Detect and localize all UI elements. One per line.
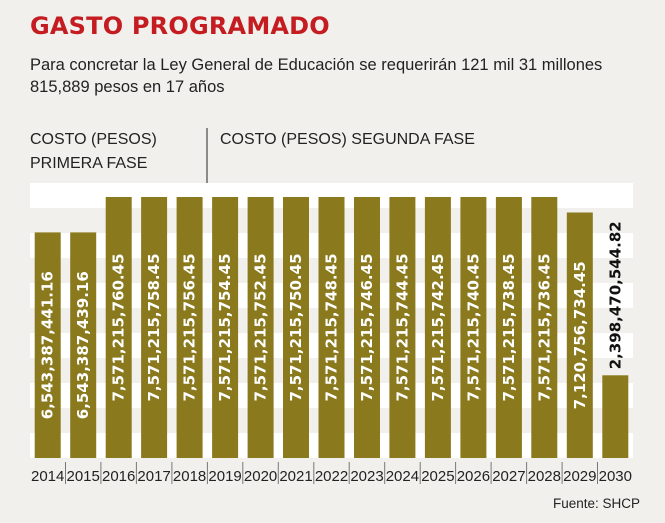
value-label-2030: 2,398,470,544.82 (606, 221, 624, 369)
x-tick-label-2026: 2026 (457, 468, 490, 485)
value-label-2029: 7,120,756,734.45 (571, 261, 589, 409)
source-note: Fuente: SHCP (552, 496, 640, 511)
phase-one-label: COSTO (PESOS) PRIMERA FASE (30, 131, 157, 172)
bar-2014 (34, 232, 61, 458)
value-label-2028: 7,571,215,736.45 (535, 253, 553, 401)
bar-2028 (531, 197, 558, 458)
x-tick-label-2024: 2024 (386, 468, 419, 485)
value-label-2021: 7,571,215,750.45 (287, 253, 305, 401)
chart-title: GASTO PROGRAMADO (30, 12, 330, 40)
value-label-2020: 7,571,215,752.45 (252, 253, 270, 401)
bar-2026 (460, 197, 487, 458)
x-tick-label-2025: 2025 (421, 468, 454, 485)
bar-2022 (318, 197, 345, 458)
value-label-2014: 6,543,387,441.16 (39, 271, 57, 419)
value-label-2015: 6,543,387,439.16 (74, 271, 92, 419)
value-label-2027: 7,571,215,738.45 (500, 253, 518, 401)
x-tick-label-2029: 2029 (563, 468, 596, 485)
bar-2021 (283, 197, 309, 458)
x-tick-label-2018: 2018 (173, 468, 206, 485)
x-tick-label-2022: 2022 (315, 468, 348, 485)
bar-2016 (105, 197, 132, 458)
value-labels: 6,543,387,441.16 6,543,387,439.16 7,571,21… (39, 221, 625, 419)
phase-two-label: COSTO (PESOS) SEGUNDA FASE (220, 131, 475, 148)
bar-2024 (389, 197, 416, 458)
value-label-2023: 7,571,215,746.45 (358, 253, 376, 401)
bar-2029 (566, 212, 593, 458)
bar-2023 (354, 197, 380, 458)
value-label-2024: 7,571,215,744.45 (393, 253, 411, 401)
bar-2015 (70, 232, 97, 458)
bar-2017 (141, 197, 168, 458)
x-tick-label-2014: 2014 (31, 468, 64, 485)
bar-2027 (495, 197, 522, 458)
bar-2030 (602, 375, 629, 458)
x-tick-label-2017: 2017 (137, 468, 170, 485)
value-label-2019: 7,571,215,754.45 (216, 253, 234, 401)
bars (34, 197, 629, 458)
value-label-2017: 7,571,215,758.45 (145, 253, 163, 401)
x-tick-label-2021: 2021 (279, 468, 312, 485)
x-tick-label-2019: 2019 (208, 468, 241, 485)
x-axis-labels: 2014 2015 2016 2017 2018 2019 2020 2021 2022 2023… (31, 462, 632, 485)
value-label-2016: 7,571,215,760.45 (110, 253, 128, 401)
value-label-2026: 7,571,215,740.45 (464, 253, 482, 401)
chart-subtitle: Para concretar la Ley General de Educaci… (30, 56, 603, 96)
value-label-2018: 7,571,215,756.45 (181, 253, 199, 401)
bar-2019 (212, 197, 239, 458)
x-tick-label-2015: 2015 (67, 468, 100, 485)
value-label-2022: 7,571,215,748.45 (323, 253, 341, 401)
x-tick-label-2023: 2023 (350, 468, 383, 485)
x-tick-label-2028: 2028 (528, 468, 561, 485)
x-tick-label-2027: 2027 (492, 468, 525, 485)
value-label-2025: 7,571,215,742.45 (429, 253, 447, 401)
x-tick-label-2016: 2016 (102, 468, 135, 485)
x-tick-label-2020: 2020 (244, 468, 277, 485)
bar-2020 (247, 197, 274, 458)
phase-divider (206, 128, 208, 193)
x-tick-label-2030: 2030 (599, 468, 632, 485)
bar-2025 (424, 197, 451, 458)
bar-2018 (176, 197, 203, 458)
